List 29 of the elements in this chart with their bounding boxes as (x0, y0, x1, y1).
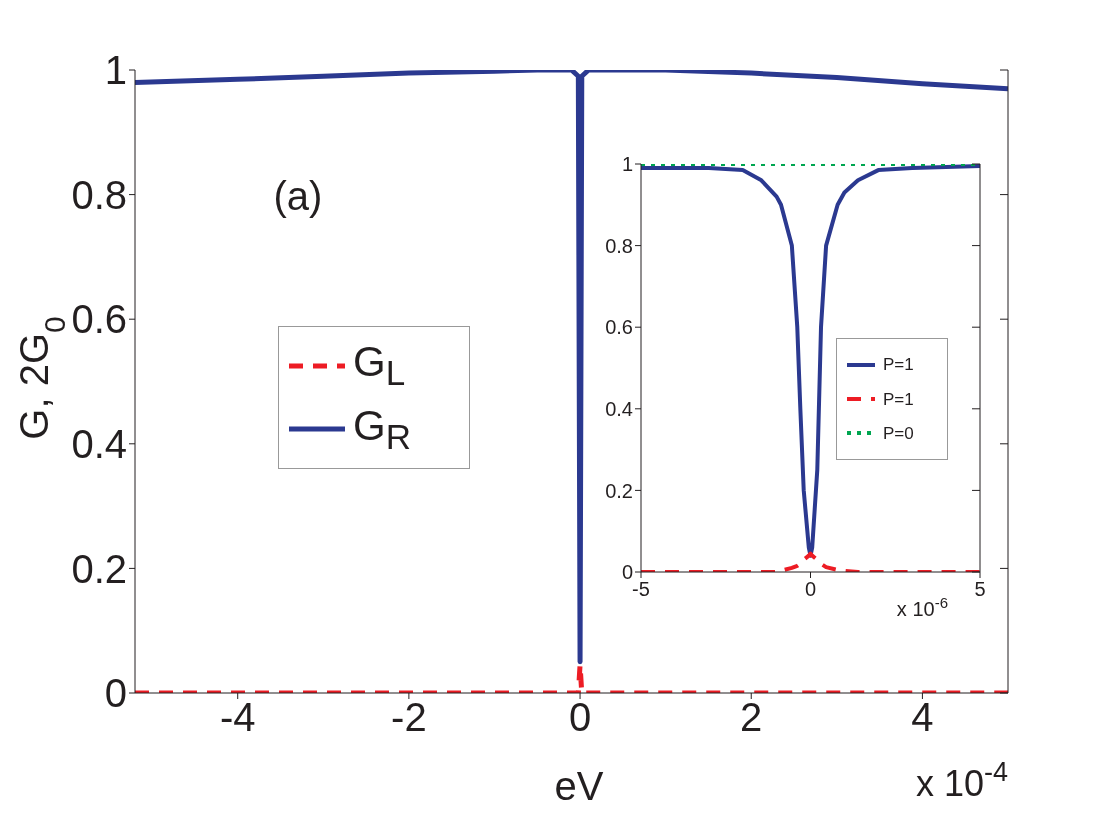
x-tick-label: -5 (632, 578, 650, 601)
x-tick-label: 4 (911, 695, 934, 740)
line-series (641, 164, 980, 558)
y-tick-label: 0.8 (71, 172, 127, 217)
x-axis-title: eV (554, 764, 604, 808)
annotation: x 10$^{-6}$ (896, 593, 948, 620)
y-tick-label: 0.2 (605, 479, 633, 502)
annotation: (a) (273, 174, 323, 218)
y-tick-label: 1 (104, 48, 127, 93)
y-tick-label: 1 (621, 153, 633, 176)
y-tick-label: 0.8 (605, 234, 633, 257)
x-tick-label: 5 (974, 578, 986, 601)
legend-label: G$_{R}$ (353, 401, 411, 456)
legend-label: P=1 (883, 355, 914, 375)
y-tick-label: 0 (621, 561, 633, 584)
legend-label: P=0 (883, 423, 914, 443)
x-tick-label: -2 (391, 695, 427, 740)
legend-label: P=1 (883, 389, 914, 409)
x-tick-label: 2 (740, 695, 763, 740)
y-tick-label: 0.6 (71, 297, 127, 342)
x-tick-label: 0 (804, 578, 817, 601)
legend-label: G$_{L}$ (353, 338, 406, 393)
y-tick-label: 0.4 (71, 422, 127, 466)
y-tick-label: 0.4 (605, 397, 633, 420)
y-tick-label: 0.2 (71, 546, 127, 591)
text: x 10$^{-4}$ (915, 757, 1008, 804)
x-tick-label: 0 (568, 695, 592, 740)
y-tick-label: 0.6 (605, 316, 633, 339)
x-tick-label: -4 (219, 695, 256, 740)
